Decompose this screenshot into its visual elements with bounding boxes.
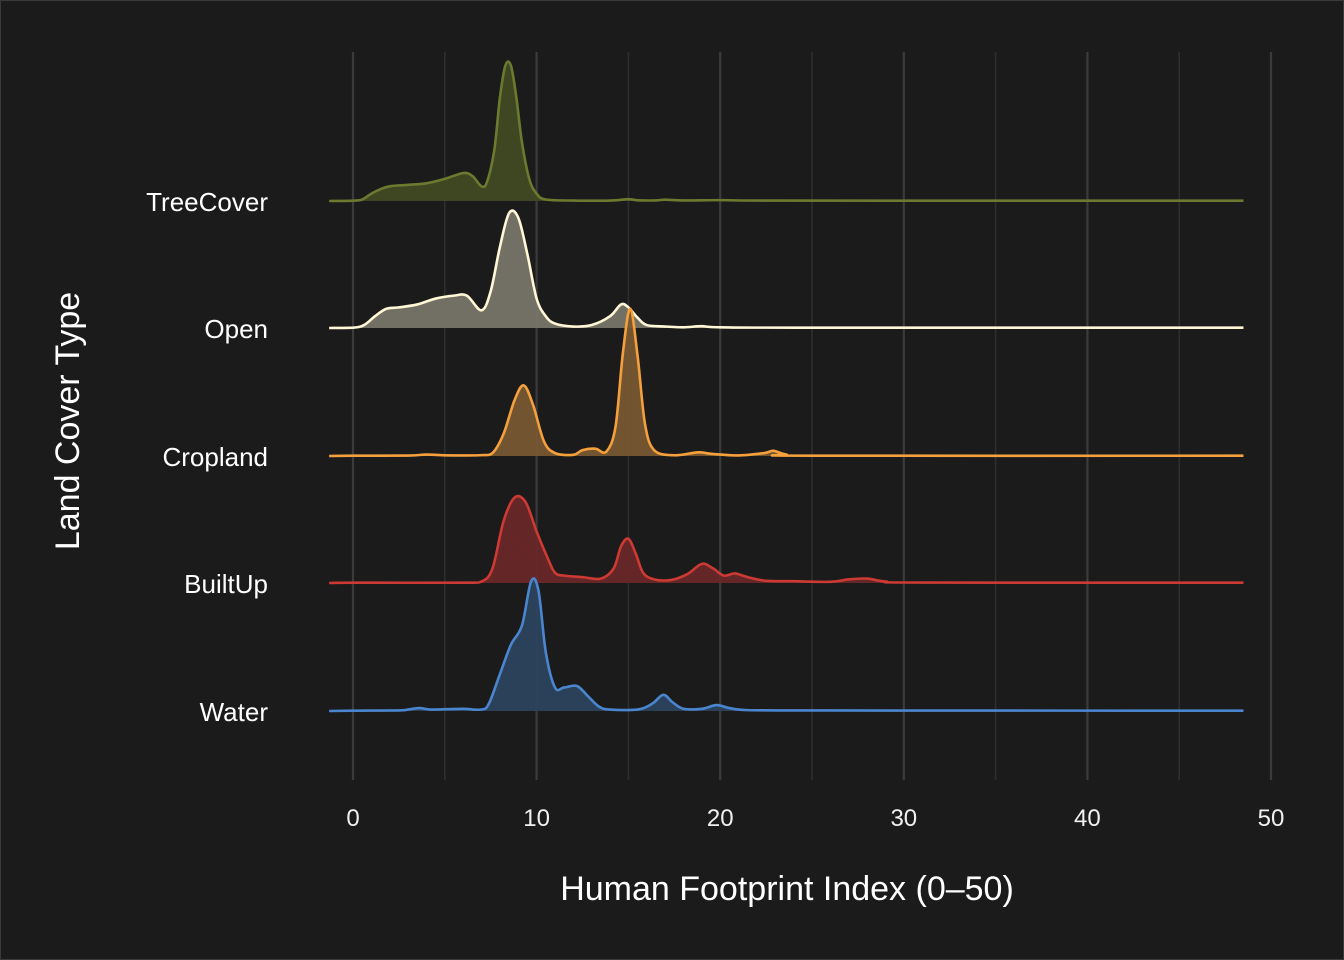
x-tick-label: 30 (890, 805, 917, 832)
x-axis-title: Human Footprint Index (0–50) (560, 870, 1014, 908)
category-label-cropland: Cropland (162, 442, 268, 472)
category-label-water: Water (200, 697, 269, 727)
category-label-treecover: TreeCover (146, 187, 268, 217)
ridge-line-treecover (329, 60, 1244, 203)
y-axis-title: Land Cover Type (49, 292, 87, 550)
ridge-fill-builtup (329, 496, 1244, 583)
ridge-line-builtup (329, 494, 1244, 585)
ridge-fill-water (329, 578, 1244, 711)
x-tick-label: 40 (1074, 805, 1101, 832)
grid-layer (351, 52, 1273, 780)
x-tick-label: 10 (523, 805, 550, 832)
x-tick-label: 50 (1258, 805, 1285, 832)
x-tick-label: 20 (707, 805, 734, 832)
x-tick-labels: 0 10 20 30 40 50 (346, 805, 1284, 832)
category-label-open: Open (204, 314, 268, 344)
ridge-line-water (329, 577, 1244, 713)
ridge-line-cropland (329, 307, 1244, 458)
ridge-fill-cropland (329, 308, 1244, 456)
category-labels: TreeCover Open Cropland BuiltUp Water (146, 187, 268, 727)
ridge-layer (329, 60, 1244, 713)
ridge-fill-open (329, 210, 1244, 328)
ridge-line-open (329, 209, 1244, 330)
category-label-builtup: BuiltUp (184, 569, 268, 599)
ridge-fill-treecover (329, 61, 1244, 201)
x-tick-label: 0 (346, 805, 359, 832)
